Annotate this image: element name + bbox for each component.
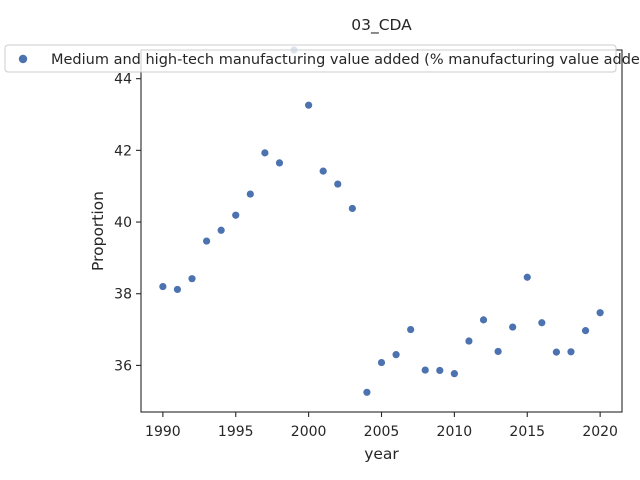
data-point (436, 366, 444, 375)
data-point (348, 204, 356, 213)
data-point (465, 337, 473, 345)
x-tick-label: 1990 (145, 424, 181, 440)
data-point (523, 273, 531, 281)
x-tick-label: 1995 (218, 424, 254, 440)
x-axis: 1990 1995 2000 2005 2010 2015 2020 (145, 412, 618, 440)
x-tick-label: 2015 (509, 424, 545, 440)
data-point (567, 348, 575, 356)
legend-label: Medium and high-tech manufacturing value… (51, 52, 640, 68)
data-point (581, 327, 590, 335)
data-point (421, 366, 429, 374)
y-axis-label: Proportion (89, 191, 107, 271)
data-point (407, 325, 415, 334)
data-point (538, 319, 546, 327)
data-point (202, 237, 211, 245)
legend-box (4, 44, 617, 73)
x-tick-label: 2005 (364, 424, 400, 440)
data-point (494, 347, 502, 356)
data-point (596, 309, 604, 317)
data-point (479, 316, 488, 324)
data-point (392, 351, 400, 359)
x-axis-label: year (364, 445, 399, 463)
plot-area-frame (140, 49, 623, 413)
data-point (509, 323, 517, 331)
data-point (232, 211, 240, 219)
chart-title: 03_CDA (351, 16, 412, 35)
data-point (377, 358, 386, 367)
y-tick-label: 38 (114, 287, 132, 303)
data-point (217, 226, 225, 234)
data-point (319, 167, 327, 175)
y-axis: 36 38 40 42 44 (114, 72, 141, 374)
legend-marker (18, 54, 28, 64)
data-point (334, 180, 342, 188)
data-point (246, 190, 254, 198)
y-tick-label: 36 (114, 358, 132, 374)
data-point (188, 275, 196, 283)
data-point (275, 159, 284, 167)
x-tick-label: 2020 (582, 424, 618, 440)
data-point (261, 149, 269, 157)
data-point (363, 388, 371, 396)
x-tick-label: 2010 (437, 424, 473, 440)
data-point (305, 101, 313, 109)
legend: Medium and high-tech manufacturing value… (4, 44, 640, 73)
y-tick-label: 42 (114, 143, 132, 159)
data-point (552, 348, 561, 356)
y-tick-label: 40 (114, 215, 132, 231)
x-tick-label: 2000 (291, 424, 327, 440)
data-points (159, 46, 604, 396)
data-point (159, 282, 167, 291)
y-tick-label: 44 (114, 72, 132, 88)
data-point (450, 370, 458, 378)
data-point (173, 285, 182, 294)
